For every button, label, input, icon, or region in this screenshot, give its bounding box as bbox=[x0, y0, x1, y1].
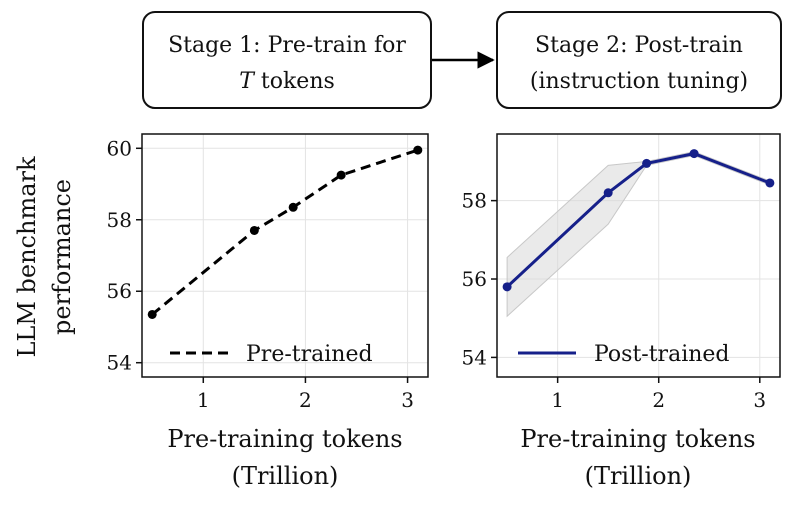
x-tick-label: 2 bbox=[652, 388, 665, 412]
posttrained-x-label-line1: Pre-training tokens bbox=[520, 425, 755, 453]
data-point bbox=[603, 188, 613, 198]
data-point bbox=[502, 282, 512, 292]
legend-pretrained-label: Pre-trained bbox=[246, 342, 373, 367]
stage1-rest: tokens bbox=[254, 69, 335, 94]
stage2-box: Stage 2: Post-train (instruction tuning) bbox=[496, 11, 782, 109]
pretrained-ticks: 1 2 3 54 56 58 60 bbox=[107, 136, 414, 412]
stage1-box: Stage 1: Pre-train for T tokens bbox=[142, 11, 432, 109]
x-tick-label: 2 bbox=[299, 388, 312, 412]
y-tick-label: 54 bbox=[107, 351, 132, 375]
x-tick-label: 3 bbox=[401, 388, 414, 412]
pretrained-chart: 1 2 3 54 56 58 60 Pre-trained Pre-training tok… bbox=[107, 133, 429, 490]
pretrained-grid bbox=[142, 134, 428, 377]
data-point bbox=[765, 178, 775, 188]
stage1-line2: T tokens bbox=[239, 69, 335, 94]
y-axis-label-line1: LLM benchmark bbox=[13, 156, 41, 358]
confidence-band bbox=[506, 151, 771, 318]
pretrained-legend: Pre-trained bbox=[170, 342, 373, 367]
legend-posttrained-label: Post-trained bbox=[594, 342, 730, 367]
stage1-italic-t: T bbox=[239, 69, 256, 94]
posttrained-x-label-line2: (Trillion) bbox=[585, 462, 692, 490]
posttrained-grid bbox=[497, 134, 780, 377]
x-tick-label: 3 bbox=[753, 388, 766, 412]
x-tick-label: 1 bbox=[197, 388, 210, 412]
y-axis-label: LLM benchmark performance bbox=[13, 156, 76, 358]
data-point bbox=[336, 170, 346, 180]
data-point bbox=[288, 202, 298, 212]
y-axis-label-line2: performance bbox=[48, 179, 76, 335]
y-tick-label: 58 bbox=[107, 208, 132, 232]
data-point bbox=[249, 225, 259, 235]
y-tick-label: 56 bbox=[462, 267, 487, 291]
pretrained-x-label-line1: Pre-training tokens bbox=[167, 425, 402, 453]
posttrained-marks bbox=[502, 149, 775, 318]
y-tick-label: 54 bbox=[462, 345, 487, 369]
stage1-line1: Stage 1: Pre-train for bbox=[168, 33, 406, 58]
data-point bbox=[642, 158, 652, 168]
posttrained-ticks: 1 2 3 54 56 58 bbox=[462, 189, 767, 412]
pretrained-plot-frame bbox=[141, 133, 429, 378]
stage2-line1: Stage 2: Post-train bbox=[535, 33, 743, 58]
data-point bbox=[689, 149, 699, 159]
posttrained-legend: Post-trained bbox=[518, 342, 730, 367]
series-line-pre-trained bbox=[151, 148, 419, 316]
pretrained-marks bbox=[147, 145, 423, 319]
stage2-line2: (instruction tuning) bbox=[530, 69, 748, 94]
pretrained-x-label-line2: (Trillion) bbox=[232, 462, 339, 490]
y-tick-label: 60 bbox=[107, 136, 132, 160]
posttrained-chart: 1 2 3 54 56 58 Post-trained Pre-training toke… bbox=[462, 133, 781, 490]
x-tick-label: 1 bbox=[551, 388, 564, 412]
posttrained-plot-frame bbox=[496, 133, 781, 378]
data-point bbox=[413, 145, 423, 155]
y-tick-label: 58 bbox=[462, 189, 487, 213]
y-tick-label: 56 bbox=[107, 279, 132, 303]
data-point bbox=[147, 309, 157, 319]
